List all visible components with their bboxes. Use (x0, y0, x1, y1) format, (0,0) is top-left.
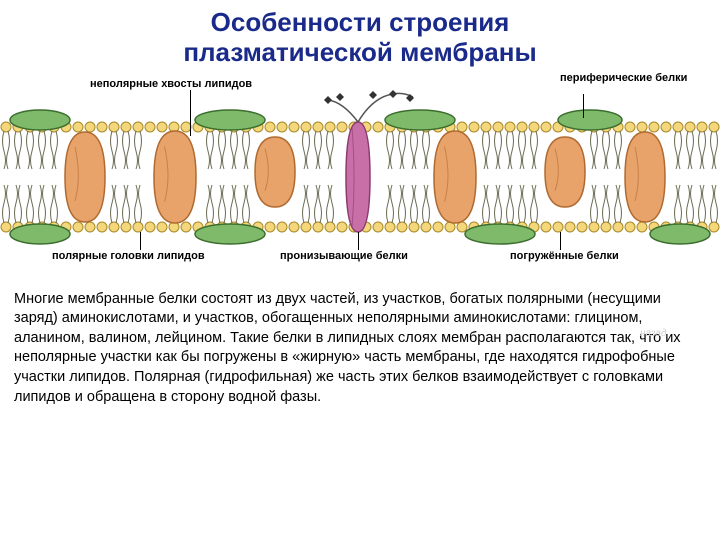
membrane-diagram: неполярные хвосты липидов периферические… (0, 72, 720, 272)
membrane-svg (0, 72, 720, 272)
title-line-2: плазматической мембраны (20, 38, 700, 68)
label-polar-heads: полярные головки липидов (52, 250, 205, 262)
leader-embedded (560, 232, 561, 250)
leader-polar-heads (140, 232, 141, 250)
label-peripheral-proteins: периферические белки (560, 72, 687, 84)
leader-nonpolar-tails (190, 90, 191, 136)
label-nonpolar-tails: неполярные хвосты липидов (90, 78, 252, 90)
leader-transmembrane (358, 232, 359, 250)
title-line-1: Особенности строения (20, 8, 700, 38)
page-title: Особенности строения плазматической мемб… (0, 0, 720, 72)
leader-peripheral (583, 94, 584, 118)
label-transmembrane: пронизывающие белки (280, 250, 408, 262)
label-embedded: погружённые белки (510, 250, 619, 262)
watermark: назад (640, 328, 666, 339)
body-paragraph: Многие мембранные белки состоят из двух … (0, 272, 720, 407)
